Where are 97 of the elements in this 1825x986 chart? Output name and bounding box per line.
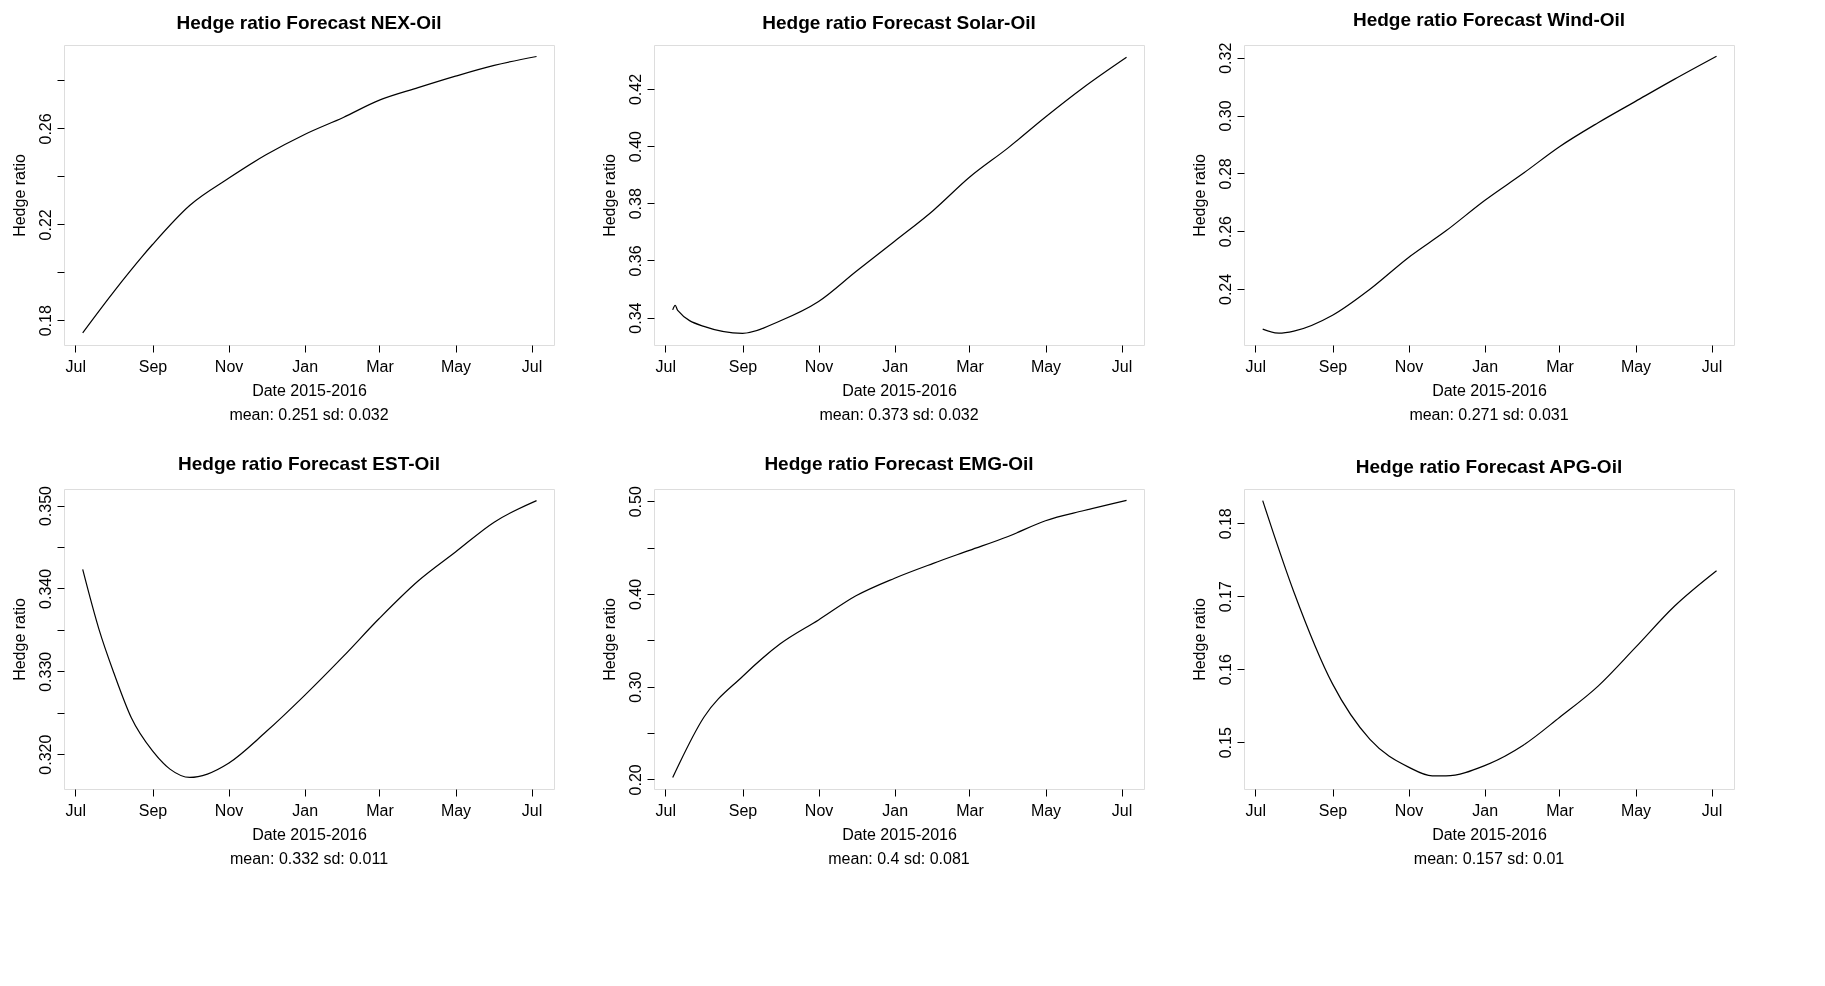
x-tick-label: Jan (882, 801, 909, 819)
y-tick-label: 0.18 (36, 305, 54, 337)
x-tick-label: Jul (1701, 357, 1723, 375)
x-tick-label: Mar (366, 801, 395, 819)
y-tick-label: 0.22 (36, 209, 54, 241)
line-series (672, 499, 1128, 779)
y-tick-label: 0.30 (626, 671, 644, 703)
x-tick-label: Sep (1318, 801, 1348, 819)
y-axis-title: Hedge ratio (10, 598, 28, 681)
y-tick-label: 0.340 (36, 568, 54, 609)
y-axis-title: Hedge ratio (600, 598, 618, 681)
x-axis-title: Date 2015-2016 (1432, 825, 1547, 843)
text: mean: 0.332 sd: 0.011 (229, 850, 389, 867)
y-tick-label: 0.40 (626, 578, 644, 611)
x-tick-label: Mar (366, 357, 395, 375)
x-tick-label: Jul (655, 357, 676, 375)
line-series (1262, 55, 1718, 334)
x-tick-label: Nov (214, 357, 244, 375)
x-tick-label: Jul (1111, 801, 1133, 819)
y-tick-label: 0.16 (1216, 654, 1234, 686)
line-series (82, 55, 538, 334)
y-tick-label: 0.24 (1216, 273, 1234, 305)
y-tick-label: 0.40 (626, 130, 644, 163)
chart-title: Hedge ratio Forecast EMG-Oil (764, 452, 1034, 474)
y-tick-label: 0.34 (626, 302, 644, 334)
y-axis-title: Hedge ratio (1190, 598, 1208, 681)
x-tick-label: Mar (956, 801, 985, 819)
x-axis-title: Date 2015-2016 (842, 825, 957, 843)
y-axis-title: Hedge ratio (600, 154, 618, 237)
y-tick-label: 0.32 (1216, 42, 1234, 74)
y-axis-title: Hedge ratio (10, 154, 28, 237)
chart-title: Hedge ratio Forecast NEX-Oil (176, 12, 442, 33)
x-tick-label: Jul (655, 801, 676, 819)
y-tick-label: 0.26 (1216, 215, 1234, 248)
x-tick-label: Jan (1472, 801, 1499, 819)
x-tick-label: Mar (956, 357, 985, 375)
x-axis-title: Date 2015-2016 (252, 825, 367, 843)
x-tick-label: Sep (138, 801, 168, 819)
text: mean: 0.373 sd: 0.032 (819, 406, 979, 423)
x-tick-label: May (1030, 357, 1062, 375)
x-tick-label: May (1620, 801, 1652, 819)
x-tick-label: Nov (1394, 801, 1424, 819)
chart-title: Hedge ratio Forecast Wind-Oil (1352, 9, 1626, 31)
y-tick-label: 0.350 (36, 485, 54, 527)
x-tick-label: Sep (138, 357, 168, 375)
x-tick-label: May (440, 801, 472, 819)
x-axis-title: Date 2015-2016 (1432, 381, 1547, 399)
x-axis-title: Date 2015-2016 (842, 381, 957, 399)
line-series (82, 500, 538, 778)
x-tick-label: Jan (882, 357, 909, 375)
x-tick-label: Jul (1111, 357, 1133, 375)
x-tick-label: Jul (1245, 801, 1266, 819)
x-tick-label: Jul (1245, 357, 1266, 375)
chart-title: Hedge ratio Forecast APG-Oil (1355, 456, 1623, 477)
text: mean: 0.157 sd: 0.01 (1413, 850, 1565, 867)
text: mean: 0.251 sd: 0.032 (229, 406, 389, 423)
x-tick-label: Jul (1701, 801, 1723, 819)
x-tick-label: May (1030, 801, 1062, 819)
y-tick-label: 0.42 (626, 73, 644, 106)
y-tick-label: 0.18 (1216, 508, 1234, 540)
x-tick-label: Nov (804, 357, 834, 375)
x-tick-label: May (1620, 357, 1652, 375)
x-tick-label: Jan (1472, 357, 1499, 375)
y-tick-label: 0.17 (1216, 581, 1234, 613)
y-tick-label: 0.38 (626, 188, 644, 220)
x-tick-label: Sep (1318, 357, 1348, 375)
x-tick-label: Sep (728, 357, 758, 375)
x-tick-label: Nov (214, 801, 244, 819)
y-axis-title: Hedge ratio (1190, 154, 1208, 237)
x-tick-label: Mar (1546, 801, 1575, 819)
y-tick-label: 0.330 (36, 651, 54, 692)
y-tick-label: 0.15 (1216, 727, 1234, 759)
chart-title: Hedge ratio Forecast Solar-Oil (762, 12, 1036, 33)
x-axis-title: Date 2015-2016 (252, 381, 367, 399)
line-series (1262, 500, 1718, 777)
text: mean: 0.4 sd: 0.081 (828, 850, 970, 867)
line-series (672, 56, 1128, 334)
x-tick-label: May (440, 357, 472, 375)
y-tick-label: 0.26 (36, 113, 54, 145)
y-tick-label: 0.28 (1216, 158, 1234, 190)
x-tick-label: Jul (521, 801, 543, 819)
y-tick-label: 0.30 (1216, 100, 1234, 132)
x-tick-label: Sep (728, 801, 758, 819)
y-tick-label: 0.36 (626, 245, 644, 277)
x-tick-label: Jul (65, 357, 86, 375)
x-tick-label: Mar (1546, 357, 1575, 375)
x-tick-label: Nov (1394, 357, 1424, 375)
x-tick-label: Jul (521, 357, 543, 375)
x-tick-label: Jul (65, 801, 86, 819)
x-tick-label: Jan (292, 801, 319, 819)
x-tick-label: Nov (804, 801, 834, 819)
y-tick-label: 0.50 (626, 486, 644, 518)
y-tick-label: 0.320 (36, 734, 54, 775)
y-tick-label: 0.20 (626, 764, 644, 796)
x-tick-label: Jan (292, 357, 319, 375)
text: mean: 0.271 sd: 0.031 (1409, 406, 1569, 423)
chart-title: Hedge ratio Forecast EST-Oil (178, 452, 440, 474)
